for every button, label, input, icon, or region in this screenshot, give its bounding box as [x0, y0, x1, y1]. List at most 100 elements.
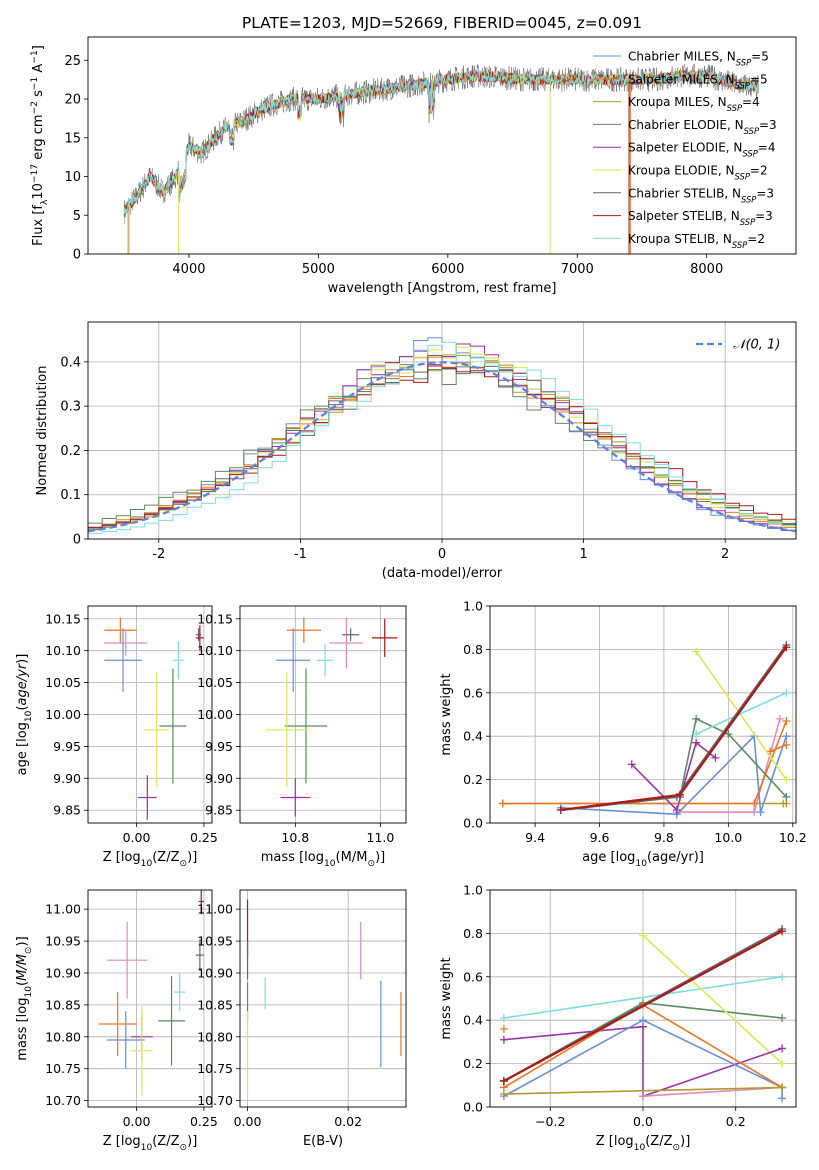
- data-marker: [692, 714, 701, 723]
- x-tick-label: 5000: [302, 262, 335, 277]
- data-marker: [498, 799, 507, 808]
- y-tick-label: 0.4: [463, 1013, 483, 1028]
- weight-line: [503, 930, 783, 1082]
- y-tick-label: 0.2: [463, 1056, 483, 1071]
- x-axis-label: (data-model)/error: [382, 566, 503, 581]
- y-tick-label: 9.90: [53, 771, 81, 786]
- y-tick-label: 9.95: [53, 739, 81, 754]
- y-tick-label: 0.4: [463, 729, 483, 744]
- x-tick-label: 9.4: [525, 830, 545, 845]
- mass-vs-metallicity-panel: 0.00 0.25 10.70 10.75 10.80 10.85 10.90 10.95 11…: [15, 889, 218, 1153]
- y-axis-label: Normed distribution: [35, 366, 50, 496]
- x-tick-label: -2: [152, 547, 165, 562]
- y-tick-label: 10.10: [45, 643, 81, 658]
- plot-area: [98, 890, 204, 1096]
- gaussian-curve: [88, 361, 796, 533]
- mass-vs-extinction-panel: 0.00 0.02 10.70 10.75 10.80 10.85 10.90 10.95 11…: [197, 889, 407, 1149]
- data-marker: [639, 1016, 647, 1025]
- weight-line: [631, 741, 716, 812]
- y-axis-label: mass [log10(M/M⊙)]: [15, 936, 34, 1060]
- x-axis-label: Z [log10(Z/Z⊙)]: [596, 1134, 691, 1153]
- spectrum-line-kroupa-elodie: [123, 69, 759, 214]
- y-tick-label: 1.0: [463, 883, 483, 898]
- axes-frame: [87, 321, 797, 540]
- y-tick-label: 0.0: [463, 1100, 483, 1115]
- data-marker: [556, 805, 565, 814]
- weight-line: [503, 976, 783, 1019]
- axes-frame: [239, 889, 407, 1108]
- x-axis-label: age [log10(age/yr)]: [582, 850, 704, 869]
- x-tick-label: 11.0: [367, 830, 395, 845]
- plot-area: [123, 63, 759, 254]
- x-axis-label: E(B-V): [303, 1134, 343, 1149]
- x-tick-label: 9.6: [590, 830, 610, 845]
- data-marker: [499, 1089, 508, 1098]
- y-axis-label: mass weight: [439, 957, 454, 1039]
- x-tick-label: 0.0: [633, 1114, 653, 1129]
- x-tick-label: 9.8: [654, 830, 674, 845]
- weight-line: [503, 1019, 783, 1099]
- x-tick-label: 1: [579, 547, 587, 562]
- x-tick-label: 0.00: [123, 830, 151, 845]
- y-tick-label: 0.2: [463, 772, 483, 787]
- data-marker: [766, 747, 775, 756]
- legend-label: Chabrier STELIB, NSSP=3: [628, 186, 774, 204]
- figure-title: PLATE=1203, MJD=52669, FIBERID=0045, z=0…: [242, 14, 642, 32]
- plot-area: [88, 337, 796, 534]
- axes-frame: [239, 605, 407, 824]
- data-marker: [672, 805, 681, 814]
- x-tick-label: 0.2: [726, 1114, 746, 1129]
- data-marker: [775, 714, 784, 723]
- weight-vs-age-panel: 9.4 9.6 9.8 10.0 10.2 0.0 0.2 0.4 0.6 0.8 1.0 age […: [439, 599, 807, 870]
- histogram-step: [88, 341, 796, 534]
- y-tick-label: 10.75: [45, 1061, 81, 1076]
- histogram-step: [88, 365, 796, 528]
- axes-frame: [87, 889, 213, 1108]
- y-tick-label: 10.85: [197, 997, 233, 1012]
- y-tick-label: 0.2: [60, 444, 81, 459]
- y-tick-label: 0.4: [60, 355, 81, 370]
- weight-line: [502, 720, 788, 805]
- x-tick-label: 10.2: [779, 830, 807, 845]
- data-marker: [724, 730, 733, 739]
- axes-frame: [87, 36, 797, 255]
- y-tick-label: 10.90: [197, 965, 233, 980]
- data-marker: [782, 740, 791, 749]
- plot-area: [498, 641, 791, 819]
- x-tick-label: 0.00: [234, 1114, 262, 1129]
- axes-frame: [489, 889, 797, 1108]
- weight-line: [695, 651, 787, 781]
- data-marker: [782, 717, 791, 726]
- legend-label: 𝒩(0, 1): [733, 338, 780, 353]
- data-marker: [756, 808, 765, 817]
- data-marker: [782, 688, 791, 697]
- y-tick-label: 0: [73, 248, 81, 263]
- data-marker: [782, 643, 791, 652]
- data-marker: [639, 931, 647, 940]
- histogram-step: [88, 364, 796, 525]
- weight-line: [560, 734, 788, 816]
- x-tick-label: 4000: [172, 262, 205, 277]
- x-axis-label: wavelength [Angstrom, rest frame]: [328, 281, 557, 296]
- x-tick-label: 6000: [431, 262, 464, 277]
- y-tick-label: 5: [73, 209, 81, 224]
- age-vs-mass-panel: 10.8 11.0 9.85 9.90 9.95 10.00 10.05 10.10 10.15…: [197, 605, 407, 869]
- y-tick-label: 10.80: [45, 1029, 81, 1044]
- weight-line: [503, 1086, 783, 1095]
- y-tick-label: 10.10: [197, 643, 233, 658]
- y-tick-label: 0.0: [463, 816, 483, 831]
- x-axis-label: Z [log10(Z/Z⊙)]: [103, 1134, 198, 1153]
- data-marker: [778, 1059, 787, 1068]
- plot-area: [246, 899, 402, 1101]
- y-tick-label: 10.05: [45, 675, 81, 690]
- weight-vs-metallicity-panel: −0.2 0.0 0.2 0.0 0.2 0.4 0.6 0.8 1.0 Z [log10(Z/Z…: [439, 883, 797, 1153]
- y-tick-label: 0.6: [463, 685, 483, 700]
- weight-line: [695, 692, 787, 735]
- x-tick-label: 2: [721, 547, 729, 562]
- x-tick-label: -1: [294, 547, 307, 562]
- data-marker: [499, 1014, 508, 1023]
- data-marker: [782, 775, 791, 784]
- y-tick-label: 11.00: [45, 902, 81, 917]
- legend-label: Salpeter ELODIE, NSSP=4: [628, 141, 776, 159]
